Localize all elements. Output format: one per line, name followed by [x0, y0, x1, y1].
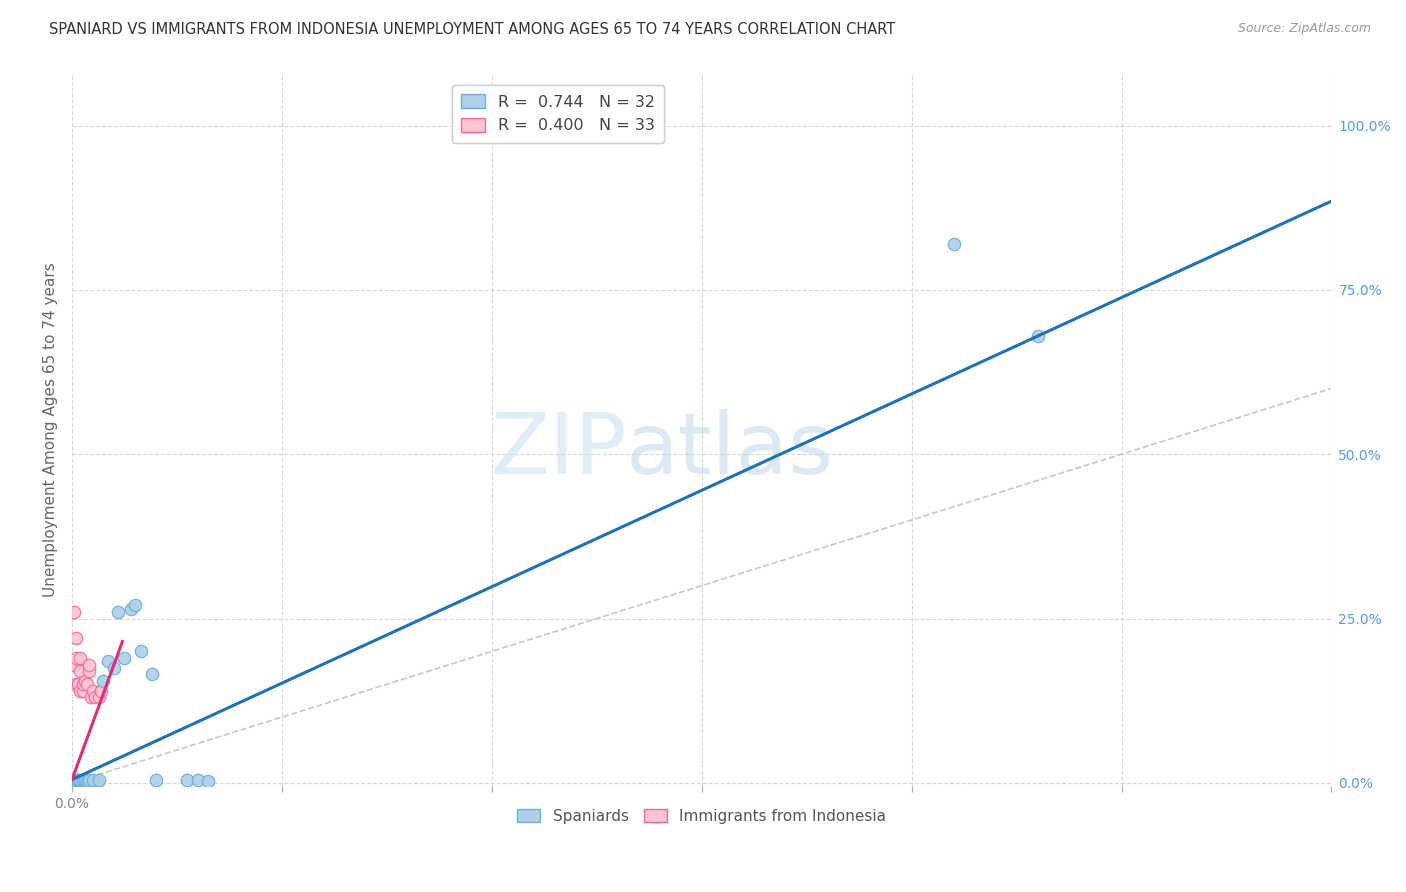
Text: atlas: atlas [626, 409, 834, 492]
Point [129, 644, 152, 658]
Point [84, 690, 107, 705]
Point [65, 651, 87, 665]
Point [90, 683, 112, 698]
Point [72, 773, 94, 788]
Point [69, 651, 91, 665]
Point [124, 599, 146, 613]
Point [67, 773, 90, 788]
Point [65, 773, 87, 788]
Point [73, 775, 96, 789]
Point [93, 673, 115, 688]
Point [69, 775, 91, 789]
Point [72, 677, 94, 691]
Point [63, 774, 86, 789]
Point [63, 774, 86, 789]
Point [63, 775, 86, 789]
Point [141, 667, 163, 681]
Point [120, 601, 142, 615]
Point [73, 673, 96, 688]
Point [942, 236, 965, 251]
Point [63, 657, 86, 672]
Point [77, 657, 100, 672]
Point [97, 654, 120, 668]
Point [86, 775, 108, 789]
Point [80, 690, 103, 705]
Point [103, 661, 125, 675]
Point [63, 605, 86, 619]
Point [72, 772, 94, 787]
Point [114, 651, 136, 665]
Text: Source: ZipAtlas.com: Source: ZipAtlas.com [1237, 22, 1371, 36]
Point [145, 772, 167, 787]
Point [67, 772, 90, 787]
Point [89, 690, 111, 705]
Point [65, 677, 87, 691]
Y-axis label: Unemployment Among Ages 65 to 74 years: Unemployment Among Ages 65 to 74 years [44, 262, 58, 597]
Legend: Spaniards, Immigrants from Indonesia: Spaniards, Immigrants from Indonesia [512, 803, 893, 830]
Point [1026, 329, 1049, 343]
Point [76, 677, 98, 691]
Point [76, 775, 98, 789]
Point [176, 772, 198, 787]
Point [107, 605, 129, 619]
Point [65, 773, 87, 788]
Point [67, 677, 90, 691]
Point [65, 774, 87, 789]
Point [82, 772, 104, 787]
Point [69, 683, 91, 698]
Point [67, 773, 90, 788]
Point [82, 683, 104, 698]
Point [72, 773, 94, 788]
Point [65, 632, 87, 646]
Point [187, 772, 209, 787]
Point [73, 773, 96, 788]
Point [69, 773, 91, 788]
Point [77, 664, 100, 678]
Text: ZIP: ZIP [489, 409, 626, 492]
Text: SPANIARD VS IMMIGRANTS FROM INDONESIA UNEMPLOYMENT AMONG AGES 65 TO 74 YEARS COR: SPANIARD VS IMMIGRANTS FROM INDONESIA UN… [49, 22, 896, 37]
Point [89, 772, 111, 787]
Point [76, 773, 98, 788]
Point [72, 775, 94, 789]
Point [65, 775, 87, 789]
Point [72, 683, 94, 698]
Point [67, 773, 90, 788]
Point [69, 772, 91, 787]
Point [69, 664, 91, 678]
Point [197, 773, 219, 788]
Point [67, 775, 90, 789]
Point [63, 775, 86, 789]
Point [77, 772, 100, 787]
Point [63, 773, 86, 788]
Point [67, 774, 90, 789]
